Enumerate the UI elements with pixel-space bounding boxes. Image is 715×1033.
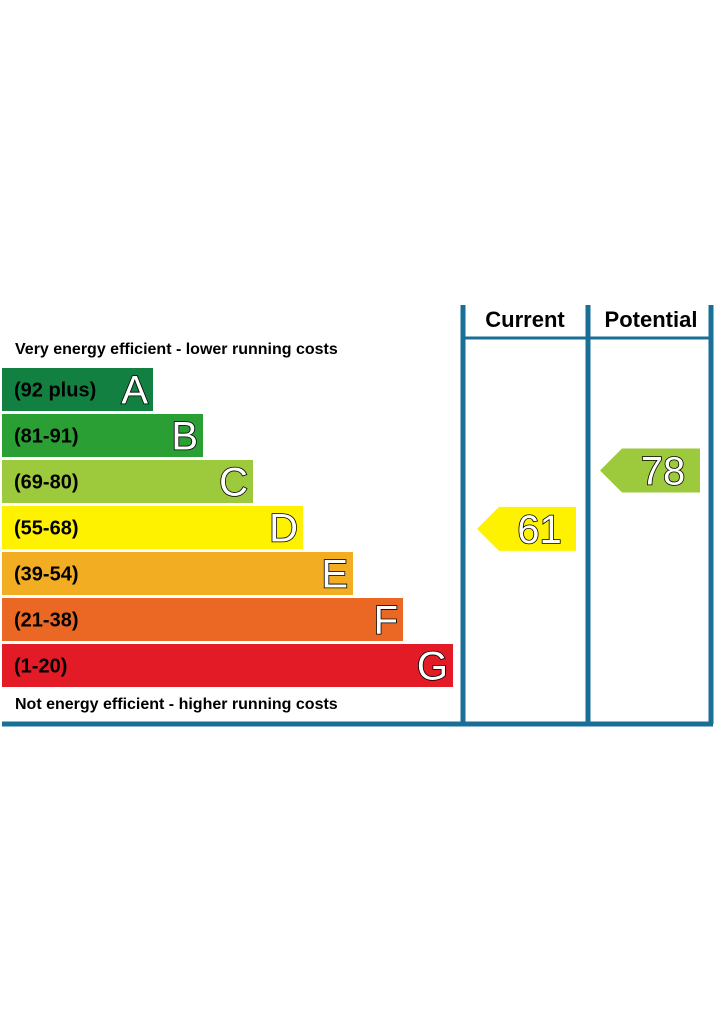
rating-bands: (92 plus) A(81-91) B(69-80) C(55-68) D(39-54… bbox=[2, 368, 453, 689]
top-note: Very energy efficient - lower running co… bbox=[15, 341, 338, 358]
band-letter: B bbox=[171, 415, 198, 459]
band-e: (39-54) E bbox=[2, 552, 353, 597]
band-range-label: (1-20) bbox=[14, 656, 67, 678]
band-b: (81-91) B bbox=[2, 414, 203, 459]
band-letter: D bbox=[269, 507, 298, 551]
rating-arrow bbox=[600, 448, 700, 493]
band-letter: E bbox=[321, 553, 348, 597]
band-bar bbox=[2, 368, 153, 411]
chart-frame bbox=[2, 305, 714, 727]
band-letter: A bbox=[121, 369, 148, 413]
rating-arrow bbox=[477, 506, 576, 551]
band-range-label: (81-91) bbox=[14, 426, 78, 448]
band-range-label: (69-80) bbox=[14, 472, 78, 494]
band-bar bbox=[2, 460, 253, 503]
band-letter: C bbox=[219, 461, 248, 505]
band-f: (21-38) F bbox=[2, 598, 403, 643]
band-g: (1-20) G bbox=[2, 644, 453, 689]
band-range-label: (55-68) bbox=[14, 518, 78, 540]
band-c: (69-80) C bbox=[2, 460, 253, 505]
band-bar bbox=[2, 552, 353, 595]
band-letter: G bbox=[417, 645, 448, 689]
header-potential: Potential bbox=[605, 307, 698, 332]
bottom-note: Not energy efficient - higher running co… bbox=[15, 696, 338, 713]
band-bar bbox=[2, 644, 453, 687]
rating-arrows: 61 78 bbox=[477, 448, 700, 553]
band-range-label: (21-38) bbox=[14, 610, 78, 632]
rating-current: 61 bbox=[477, 506, 576, 553]
rating-potential: 78 bbox=[600, 448, 700, 494]
band-bar bbox=[2, 598, 403, 641]
band-a: (92 plus) A bbox=[2, 368, 153, 413]
band-range-label: (39-54) bbox=[14, 564, 78, 586]
band-bar bbox=[2, 414, 203, 457]
band-d: (55-68) D bbox=[2, 506, 303, 551]
band-bar bbox=[2, 506, 303, 549]
rating-value: 78 bbox=[641, 450, 686, 494]
header-current: Current bbox=[485, 307, 565, 332]
band-letter: F bbox=[374, 599, 398, 643]
rating-value: 61 bbox=[517, 508, 562, 552]
band-range-label: (92 plus) bbox=[14, 380, 96, 402]
